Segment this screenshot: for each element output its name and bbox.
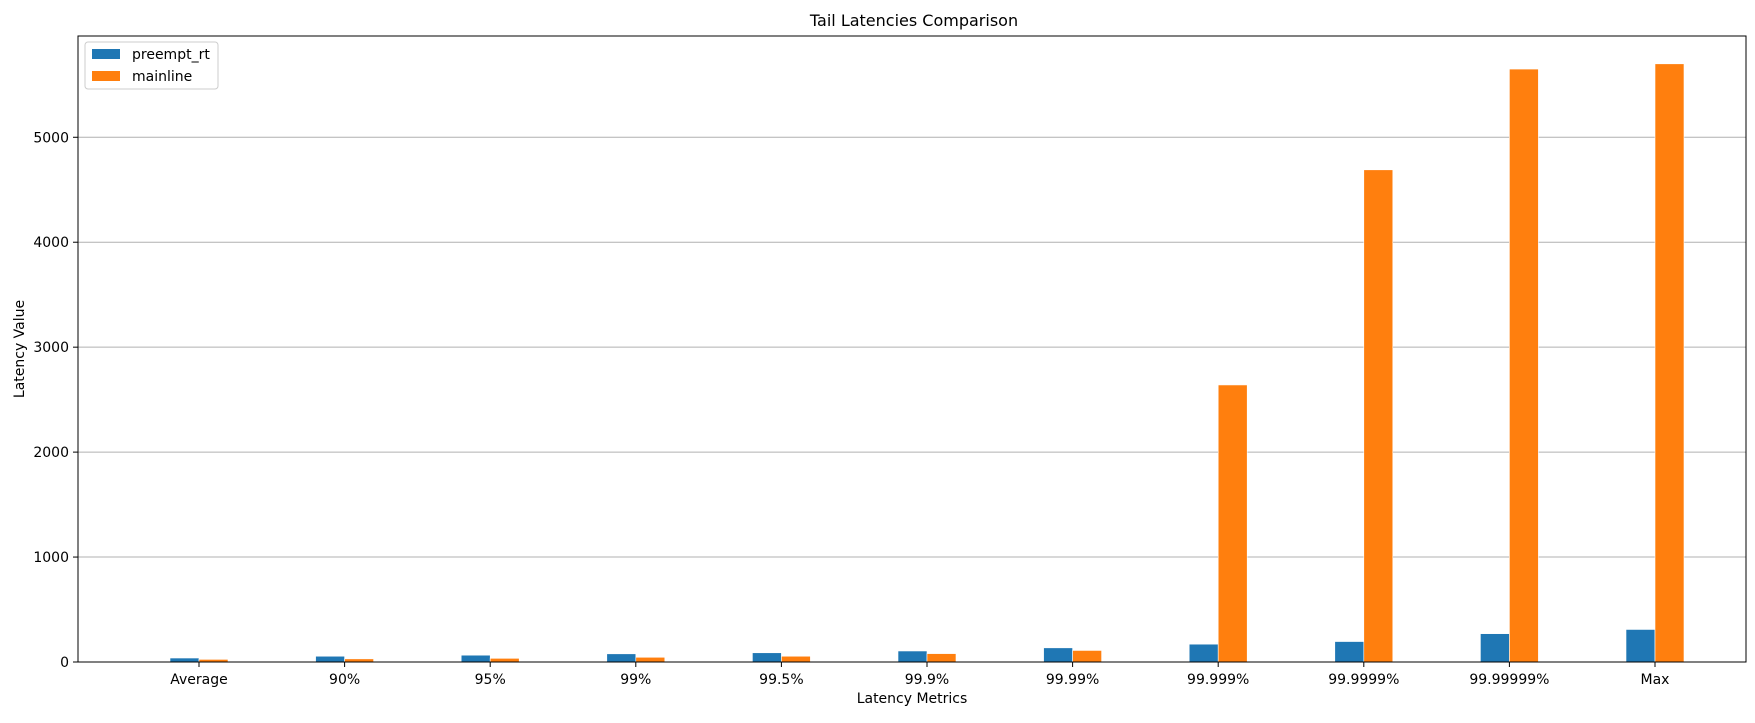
bar-mainline — [1509, 68, 1539, 663]
bar-preempt_rt — [1334, 641, 1365, 663]
plot-frame — [77, 35, 1747, 663]
y-tick-label: 3000 — [33, 340, 69, 356]
bar-preempt_rt — [1480, 633, 1510, 663]
legend-label: mainline — [132, 69, 192, 85]
y-axis: 0 1000 2000 3000 4000 5000 — [33, 130, 78, 671]
bar-preempt_rt — [315, 655, 345, 663]
x-tick-label: 99.9% — [905, 672, 949, 688]
bar-preempt_rt — [460, 654, 491, 663]
bar-mainline — [635, 656, 666, 663]
bar-preempt_rt — [169, 657, 200, 663]
x-axis: Average 90% 95% 99% 99.5% 99.9% 99.99% 99.999% 9… — [170, 662, 1669, 688]
bar-preempt_rt — [897, 650, 928, 663]
legend: preempt_rt mainline — [84, 41, 219, 90]
bar-preempt_rt — [606, 653, 637, 663]
bar-mainline — [1363, 169, 1394, 663]
x-tick-label: 95% — [475, 672, 506, 688]
bar-mainline — [489, 658, 520, 663]
y-tick-label: 0 — [60, 655, 69, 671]
chart-title: Tail Latencies Comparison — [809, 11, 1018, 30]
x-tick-label: 99.99% — [1046, 672, 1099, 688]
bar-mainline — [1217, 384, 1248, 663]
legend-swatch-preempt_rt — [92, 49, 120, 59]
x-tick-label: 99.9999% — [1328, 672, 1399, 688]
bar-preempt_rt — [1188, 643, 1219, 663]
bar-preempt_rt — [1043, 647, 1073, 663]
x-tick-label: 99.999% — [1187, 672, 1249, 688]
x-tick-label: 90% — [329, 672, 360, 688]
legend-swatch-mainline — [92, 71, 120, 81]
bar-mainline — [781, 655, 811, 663]
bars — [169, 63, 1685, 663]
gridlines — [78, 136, 1746, 663]
y-tick-label: 4000 — [33, 235, 69, 251]
legend-label: preempt_rt — [132, 47, 210, 63]
bar-mainline — [926, 653, 957, 663]
bar-preempt_rt — [752, 652, 782, 663]
bar-preempt_rt — [1625, 629, 1656, 663]
x-axis-label: Latency Metrics — [857, 691, 968, 707]
x-tick-label: 99.99999% — [1469, 672, 1549, 688]
x-tick-label: 99% — [620, 672, 651, 688]
y-tick-label: 2000 — [33, 445, 69, 461]
y-tick-label: 1000 — [33, 550, 69, 566]
x-tick-label: Average — [170, 672, 228, 688]
bar-mainline — [1654, 63, 1685, 663]
x-tick-label: Max — [1641, 672, 1670, 688]
x-tick-label: 99.5% — [759, 672, 803, 688]
bar-mainline — [1072, 650, 1102, 663]
y-axis-label: Latency Value — [12, 300, 28, 398]
y-tick-label: 5000 — [33, 130, 69, 146]
